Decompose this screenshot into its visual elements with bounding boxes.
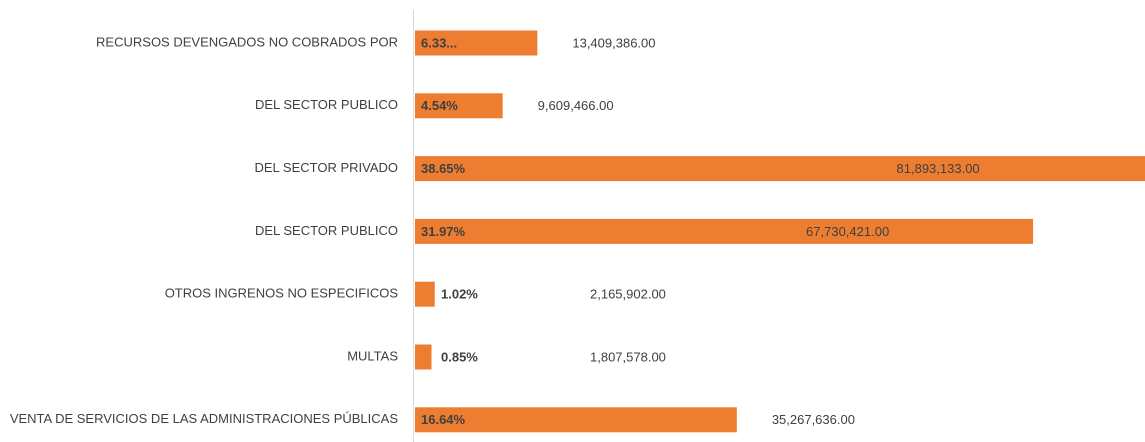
bar (415, 281, 435, 307)
bar (415, 93, 503, 119)
percent-label: 38.65% (421, 161, 466, 176)
bar (415, 344, 432, 370)
value-label: 81,893,133.00 (897, 161, 980, 176)
bar (415, 156, 1145, 182)
percent-label: 6.33... (421, 35, 457, 50)
category-label: VENTA DE SERVICIOS DE LAS ADMINISTRACION… (10, 411, 399, 426)
value-label: 13,409,386.00 (572, 35, 655, 50)
value-label: 67,730,421.00 (806, 224, 889, 239)
value-label: 9,609,466.00 (538, 98, 614, 113)
percent-label: 0.85% (441, 349, 478, 364)
percent-label: 4.54% (421, 98, 458, 113)
bar (415, 30, 538, 56)
category-label: MULTAS (347, 348, 398, 363)
bar (415, 218, 1034, 244)
category-label: RECURSOS DEVENGADOS NO COBRADOS POR (96, 34, 398, 49)
category-label: DEL SECTOR PUBLICO (255, 223, 398, 238)
category-label: DEL SECTOR PUBLICO (255, 97, 398, 112)
category-label: OTROS INGRENOS NO ESPECIFICOS (165, 286, 399, 301)
category-label: DEL SECTOR PRIVADO (254, 160, 398, 175)
value-label: 2,165,902.00 (590, 287, 666, 302)
bar (415, 407, 737, 433)
percent-label: 1.02% (441, 287, 478, 302)
percent-label: 16.64% (421, 412, 466, 427)
value-label: 1,807,578.00 (590, 349, 666, 364)
percent-label: 31.97% (421, 224, 466, 239)
value-label: 35,267,636.00 (772, 412, 855, 427)
